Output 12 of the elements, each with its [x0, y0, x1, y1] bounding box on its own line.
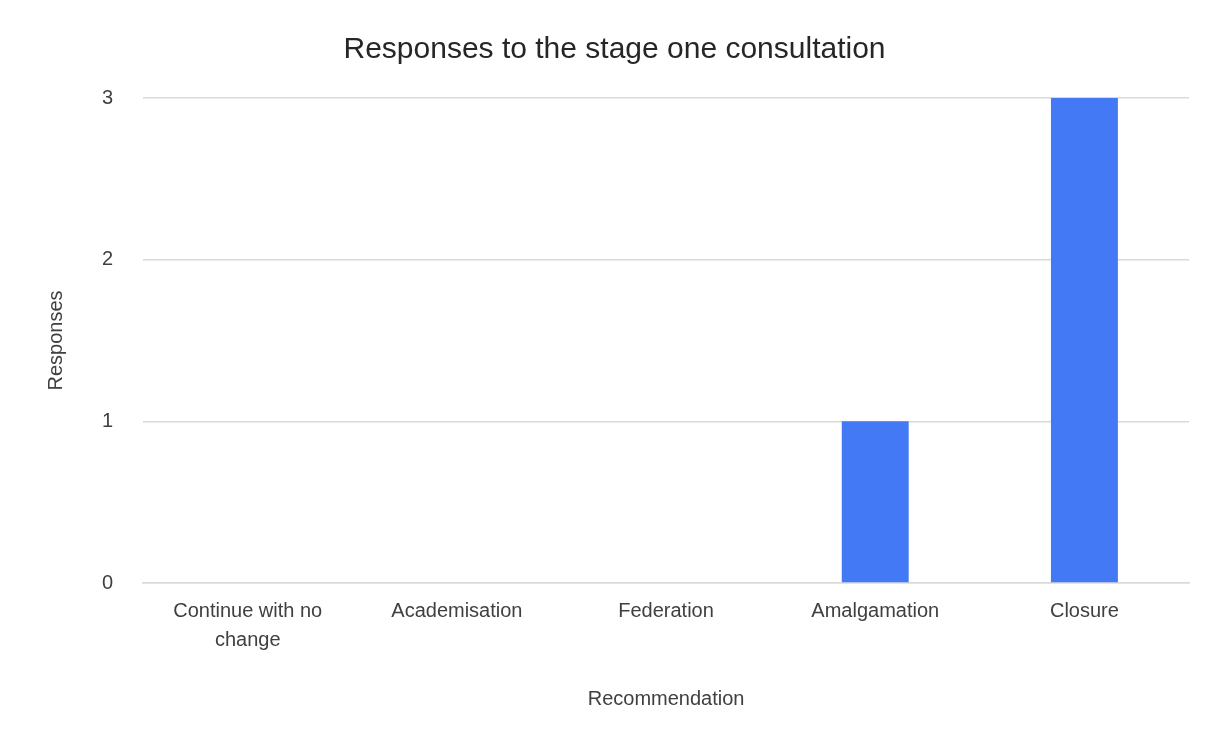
- x-tick-label: Federation: [618, 599, 714, 622]
- x-tick-label: Continue with no change: [173, 599, 323, 651]
- x-tick-label: Closure: [1049, 599, 1119, 622]
- x-tick-label: Amalgamation: [811, 599, 940, 622]
- x-axis-title: Recommendation: [587, 686, 745, 709]
- y-tick-label: 1: [102, 408, 114, 431]
- chart-title: Responses to the stage one consultation: [343, 31, 886, 65]
- y-axis-title: Responses: [43, 290, 66, 391]
- y-tick-label: 2: [102, 247, 114, 270]
- y-tick-label: 3: [102, 85, 114, 108]
- y-tick-label: 0: [102, 570, 114, 593]
- x-tick-label: Academisation: [391, 599, 523, 622]
